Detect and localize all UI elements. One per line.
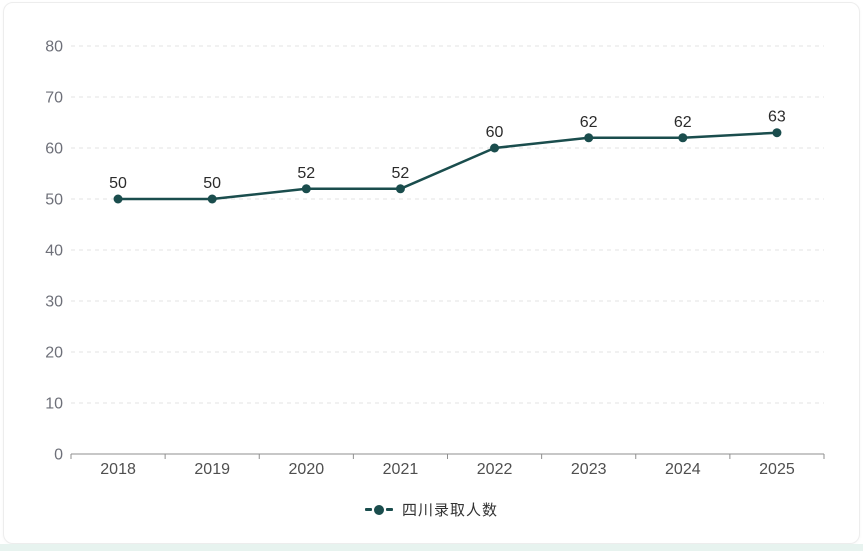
y-axis-label: 50 xyxy=(45,192,63,209)
data-label: 52 xyxy=(297,165,315,182)
data-label: 63 xyxy=(768,109,786,126)
legend-dash-icon xyxy=(364,508,372,511)
legend-label: 四川录取人数 xyxy=(401,502,498,519)
series-line xyxy=(116,131,779,201)
y-axis-label: 10 xyxy=(45,396,63,413)
data-point[interactable] xyxy=(301,184,311,194)
legend-dot-icon xyxy=(373,504,384,515)
y-axis-label: 30 xyxy=(45,294,63,311)
page-bottom-strip xyxy=(0,544,863,551)
legend-item[interactable]: 四川录取人数 xyxy=(364,499,498,520)
data-label: 62 xyxy=(580,114,598,131)
y-axis-label: 70 xyxy=(45,90,63,107)
y-axis-label: 80 xyxy=(45,39,63,56)
x-axis-label: 2022 xyxy=(477,461,513,478)
data-point[interactable] xyxy=(113,194,123,204)
x-axis-label: 2021 xyxy=(383,461,419,478)
data-point[interactable] xyxy=(678,133,688,143)
data-label: 60 xyxy=(486,124,504,141)
y-axis-label: 0 xyxy=(54,447,63,464)
data-point[interactable] xyxy=(490,143,500,153)
data-label: 62 xyxy=(674,114,692,131)
data-label: 50 xyxy=(109,175,127,192)
x-axis-label: 2019 xyxy=(194,461,230,478)
legend-dash-icon xyxy=(385,508,393,511)
x-axis-label: 2024 xyxy=(665,461,701,478)
y-axis-label: 20 xyxy=(45,345,63,362)
chart-card: 0 10 20 30 40 50 60 70 80 2018 2019 2020 2021 2022 202… xyxy=(3,2,860,544)
x-axis-label: 2018 xyxy=(100,461,136,478)
data-point[interactable] xyxy=(207,194,217,204)
line-chart: 0 10 20 30 40 50 60 70 80 2018 2019 2020 2021 2022 202… xyxy=(45,39,825,478)
data-point[interactable] xyxy=(772,128,782,138)
data-point[interactable] xyxy=(395,184,405,194)
data-label: 50 xyxy=(203,175,221,192)
y-axis-label: 40 xyxy=(45,243,63,260)
x-axis-label: 2023 xyxy=(571,461,607,478)
x-axis-label: 2020 xyxy=(289,461,325,478)
y-axis-label: 60 xyxy=(45,141,63,158)
x-axis-label: 2025 xyxy=(759,461,795,478)
data-point[interactable] xyxy=(584,133,594,143)
data-label: 52 xyxy=(392,165,410,182)
legend-line-dot-icon xyxy=(364,504,393,515)
legend: 四川录取人数 xyxy=(4,499,859,520)
